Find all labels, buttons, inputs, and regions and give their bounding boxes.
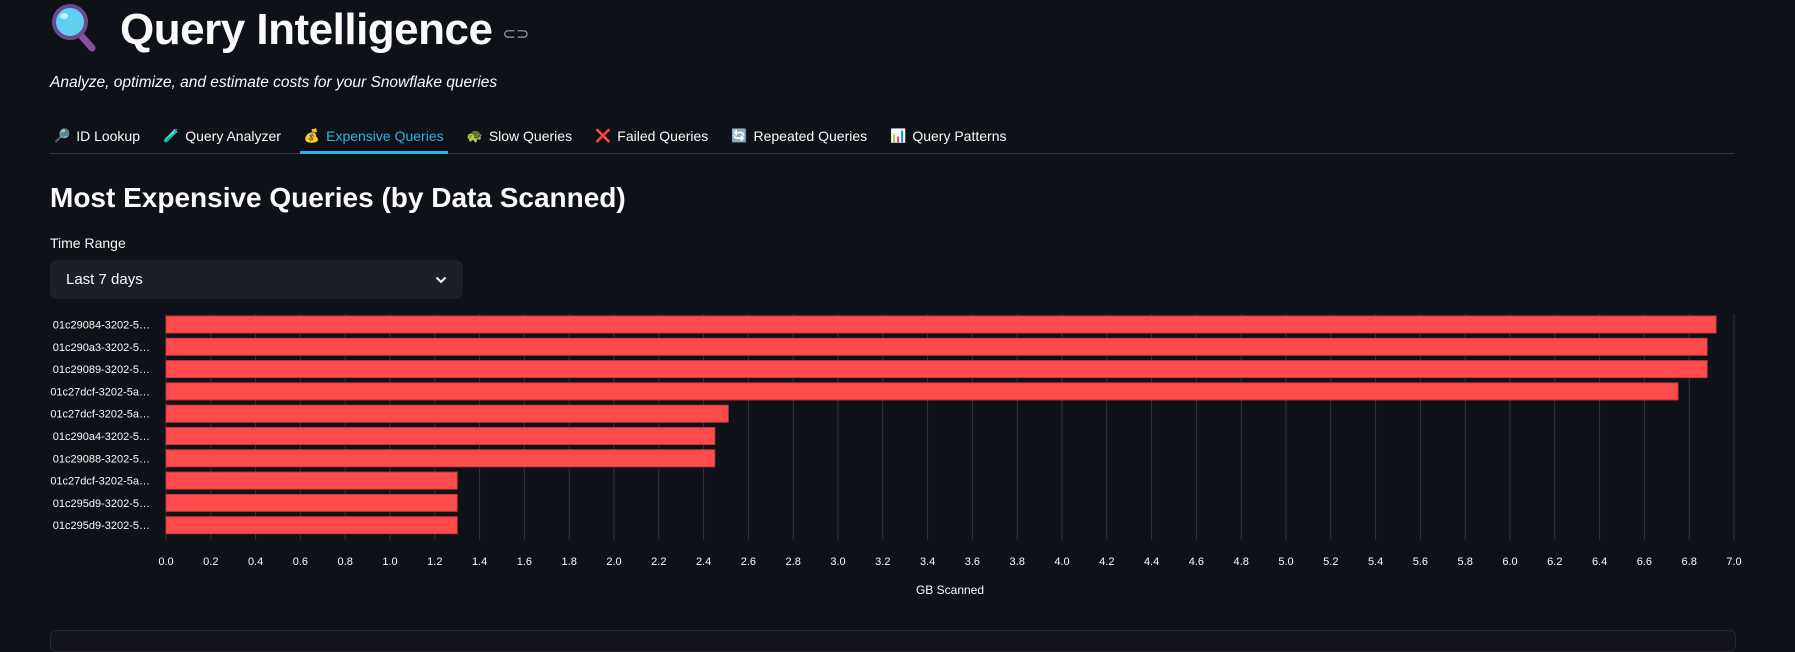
bar	[165, 516, 458, 535]
tab-icon: 🔎	[54, 128, 71, 143]
x-tick-label: 5.2	[1323, 556, 1338, 568]
y-tick-label: 01c27dcf-3202-5a…	[50, 386, 150, 398]
y-tick-label: 01c290a3-3202-5…	[53, 342, 150, 354]
tab-label: Slow Queries	[488, 128, 573, 144]
tab-failed-queries[interactable]: ❌ Failed Queries	[591, 120, 712, 152]
x-tick-label: 5.4	[1368, 556, 1383, 568]
bar	[165, 493, 458, 512]
x-tick-label: 2.4	[696, 556, 711, 568]
bar	[165, 382, 1679, 401]
tab-label: ID Lookup	[76, 128, 141, 144]
x-tick-label: 5.6	[1413, 556, 1428, 568]
x-tick-label: 1.2	[427, 556, 442, 568]
tab-icon: 🧪	[163, 128, 180, 143]
x-tick-label: 1.8	[562, 556, 577, 568]
tab-label: Failed Queries	[617, 128, 709, 144]
page-subtitle: Analyze, optimize, and estimate costs fo…	[50, 74, 498, 91]
link-icon[interactable]: ⊂⊃	[502, 26, 530, 43]
tab-bar: 🔎 ID Lookup 🧪 Query Analyzer 💰 Expensive Quer…	[50, 120, 1734, 154]
tab-icon: ❌	[595, 128, 612, 143]
y-tick-label: 01c29088-3202-5…	[53, 453, 150, 465]
x-tick-label: 1.0	[382, 556, 397, 568]
bar	[165, 337, 1708, 356]
y-tick-label: 01c27dcf-3202-5a…	[50, 409, 150, 421]
x-tick-label: 4.0	[1054, 556, 1069, 568]
x-tick-label: 3.0	[830, 556, 845, 568]
x-tick-label: 3.4	[920, 556, 935, 568]
bar-chart: 0.0 0.2 0.4 0.6 0.8 1.0 1.2 1.4 1.6 1.8 2.0 2.2 2.4 2…	[50, 314, 1742, 597]
x-tick-label: 3.2	[875, 556, 890, 568]
chevron-down-icon	[435, 271, 447, 288]
x-tick-label: 5.0	[1278, 556, 1293, 568]
time-range-label: Time Range	[50, 235, 126, 251]
tab-label: Repeated Queries	[753, 128, 868, 144]
x-tick-label: 6.0	[1502, 556, 1517, 568]
bar	[165, 315, 1717, 334]
tab-query-analyzer[interactable]: 🧪 Query Analyzer	[159, 120, 285, 152]
tab-label: Query Patterns	[912, 128, 1007, 144]
tab-slow-queries[interactable]: 🐢 Slow Queries	[463, 120, 576, 152]
x-tick-label: 0.8	[338, 556, 353, 568]
bar	[165, 449, 716, 468]
x-tick-label: 3.8	[1010, 556, 1025, 568]
x-tick-label: 4.2	[1099, 556, 1114, 568]
tab-label: Query Analyzer	[185, 128, 281, 144]
x-tick-label: 4.4	[1144, 556, 1159, 568]
x-tick-label: 0.0	[158, 556, 173, 568]
tab-label: Expensive Queries	[326, 128, 444, 144]
results-table	[50, 630, 1736, 652]
tab-query-patterns[interactable]: 📊 Query Patterns	[886, 120, 1010, 152]
x-tick-label: 1.4	[472, 556, 487, 568]
time-range-value: Last 7 days	[66, 271, 143, 288]
x-tick-label: 6.2	[1547, 556, 1562, 568]
tab-id-lookup[interactable]: 🔎 ID Lookup	[50, 120, 144, 152]
tab-icon: 🐢	[466, 128, 483, 143]
tab-icon: 💰	[303, 128, 321, 143]
x-tick-label: 0.2	[203, 556, 218, 568]
x-tick-label: 3.6	[965, 556, 980, 568]
tab-icon: 📊	[890, 128, 907, 143]
x-tick-label: 0.4	[248, 556, 263, 568]
bar	[165, 360, 1708, 379]
x-tick-label: 2.8	[786, 556, 801, 568]
x-tick-label: 5.8	[1458, 556, 1473, 568]
x-tick-label: 1.6	[517, 556, 532, 568]
page-title: Query Intelligence	[120, 5, 493, 54]
y-tick-label: 01c290a4-3202-5…	[53, 431, 150, 443]
x-tick-label: 6.4	[1592, 556, 1607, 568]
x-axis-title: GB Scanned	[916, 583, 984, 597]
x-tick-label: 6.6	[1637, 556, 1652, 568]
y-tick-label: 01c295d9-3202-5…	[53, 498, 150, 510]
x-tick-label: 0.6	[293, 556, 308, 568]
time-range-select[interactable]: Last 7 days	[50, 260, 463, 299]
x-tick-label: 7.0	[1726, 556, 1741, 568]
y-tick-label: 01c29084-3202-5…	[53, 320, 150, 332]
y-tick-label: 01c27dcf-3202-5a…	[50, 476, 150, 488]
y-tick-label: 01c295d9-3202-5…	[53, 520, 150, 532]
tab-repeated-queries[interactable]: 🔄 Repeated Queries	[727, 120, 871, 152]
bar	[165, 404, 729, 423]
x-tick-label: 2.2	[651, 556, 666, 568]
bar	[165, 471, 458, 490]
y-tick-label: 01c29089-3202-5…	[53, 364, 150, 376]
x-tick-label: 2.0	[606, 556, 621, 568]
x-tick-label: 6.8	[1682, 556, 1697, 568]
tab-expensive-queries[interactable]: 💰 Expensive Queries	[299, 120, 448, 154]
x-tick-label: 4.8	[1234, 556, 1249, 568]
magnifying-glass-icon	[50, 2, 106, 58]
section-heading: Most Expensive Queries (by Data Scanned)	[50, 182, 626, 213]
x-tick-label: 4.6	[1189, 556, 1204, 568]
page-header: Query Intelligence ⊂⊃	[50, 0, 529, 60]
x-tick-label: 2.6	[741, 556, 756, 568]
bar	[165, 427, 716, 445]
tab-icon: 🔄	[731, 128, 748, 143]
